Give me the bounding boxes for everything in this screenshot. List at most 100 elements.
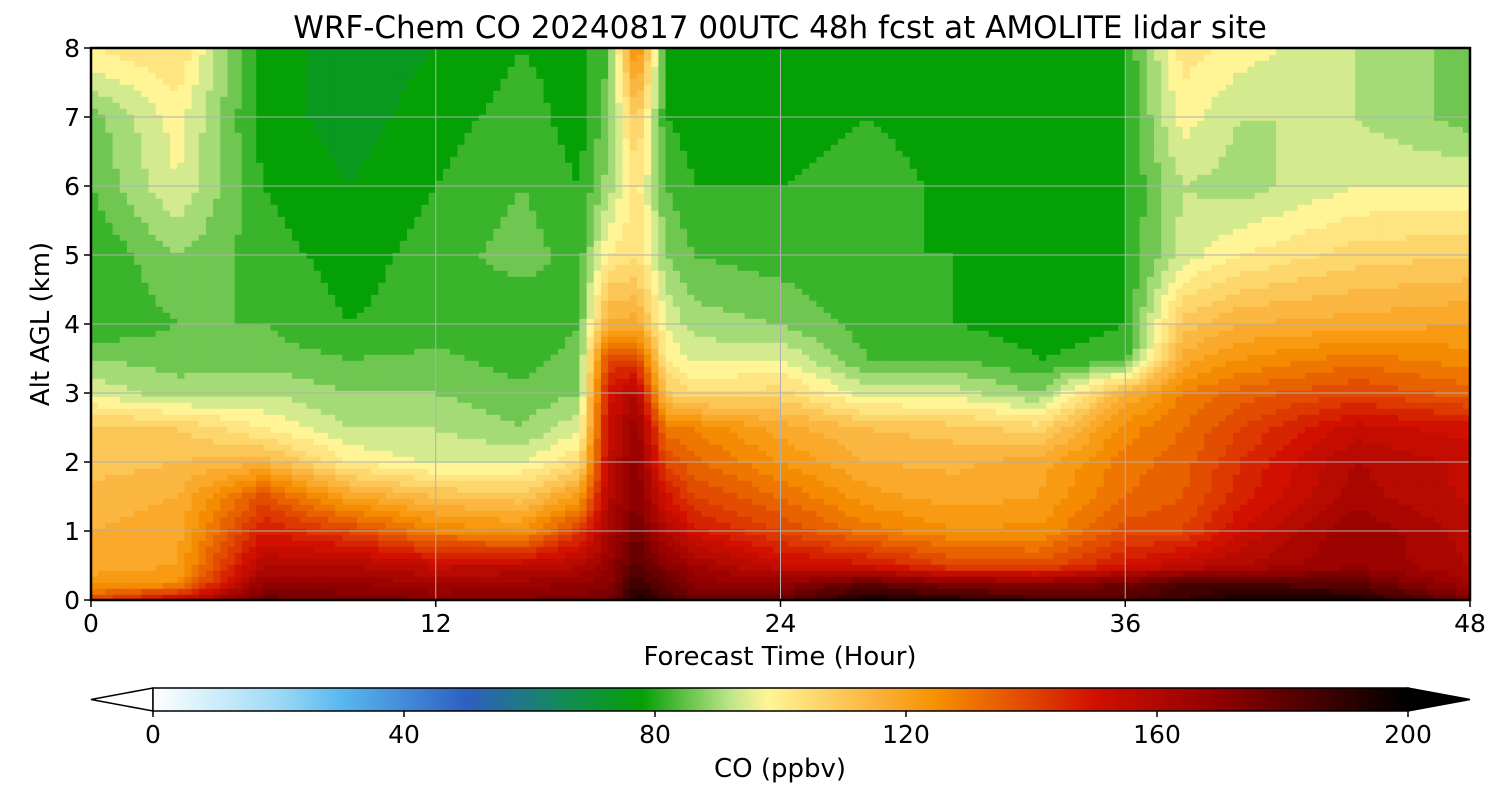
heatmap-cell	[1376, 498, 1385, 505]
heatmap-cell	[952, 498, 961, 505]
heatmap-cell	[1290, 480, 1299, 487]
heatmap-cell	[1039, 504, 1048, 511]
heatmap-cell	[112, 546, 121, 553]
heatmap-cell	[945, 516, 954, 523]
heatmap-cell	[780, 474, 789, 481]
heatmap-cell	[205, 510, 214, 517]
heatmap-cell	[493, 552, 502, 559]
heatmap-cell	[1118, 480, 1127, 487]
heatmap-cell	[493, 444, 502, 451]
heatmap-cell	[1161, 504, 1170, 511]
heatmap-cell	[241, 594, 250, 600]
heatmap-cell	[270, 576, 279, 583]
heatmap-cell	[249, 486, 257, 493]
heatmap-cell	[399, 594, 408, 600]
heatmap-cell	[1182, 468, 1191, 475]
heatmap-cell	[1125, 582, 1134, 589]
heatmap-cell	[859, 486, 868, 493]
heatmap-cell	[1412, 492, 1421, 499]
heatmap-cell	[1362, 570, 1371, 577]
heatmap-cell	[407, 492, 415, 499]
heatmap-cell	[1455, 564, 1464, 571]
heatmap-cell	[155, 558, 164, 565]
heatmap-cell	[126, 486, 135, 493]
heatmap-cell	[938, 582, 947, 589]
heatmap-cell	[1010, 456, 1019, 463]
heatmap-cell	[177, 444, 186, 451]
heatmap-cell	[787, 546, 796, 553]
heatmap-cell	[356, 510, 365, 517]
heatmap-cell	[141, 588, 150, 595]
heatmap-cell	[227, 450, 236, 457]
heatmap-cell	[586, 576, 595, 583]
heatmap-cell	[313, 558, 322, 565]
heatmap-cell	[1024, 468, 1033, 475]
heatmap-cell	[1175, 570, 1184, 577]
heatmap-cell	[1060, 474, 1069, 481]
heatmap-cell	[845, 456, 854, 463]
heatmap-cell	[1125, 594, 1134, 600]
heatmap-cell	[881, 570, 890, 577]
heatmap-cell	[177, 462, 186, 469]
heatmap-cell	[866, 516, 875, 523]
heatmap-cell	[1211, 540, 1220, 547]
heatmap-cell	[1455, 594, 1464, 600]
heatmap-cell	[687, 486, 696, 493]
heatmap-cell	[744, 468, 753, 475]
heatmap-cell	[909, 474, 918, 481]
heatmap-cell	[543, 504, 552, 511]
heatmap-cell	[270, 570, 279, 577]
heatmap-cell	[730, 480, 739, 487]
heatmap-cell	[1276, 486, 1285, 493]
heatmap-cell	[1383, 576, 1392, 583]
heatmap-cell	[730, 510, 739, 517]
heatmap-cell	[392, 576, 401, 583]
heatmap-cell	[105, 534, 114, 541]
heatmap-cell	[960, 462, 969, 469]
heatmap-cell	[270, 492, 279, 499]
heatmap-cell	[916, 450, 925, 457]
heatmap-cell	[974, 486, 983, 493]
heatmap-cell	[924, 450, 933, 457]
heatmap-cell	[155, 546, 164, 553]
heatmap-cell	[205, 492, 214, 499]
heatmap-cell	[873, 576, 882, 583]
heatmap-cell	[888, 450, 897, 457]
heatmap-cell	[514, 588, 523, 595]
heatmap-cell	[378, 492, 387, 499]
heatmap-cell	[967, 450, 976, 457]
heatmap-cell	[960, 498, 969, 505]
heatmap-cell	[1082, 450, 1091, 457]
heatmap-cell	[679, 450, 688, 457]
heatmap-cell	[1132, 504, 1141, 511]
heatmap-cell	[1132, 588, 1141, 595]
heatmap-cell	[1319, 504, 1328, 511]
heatmap-cell	[471, 546, 480, 553]
heatmap-cell	[155, 492, 164, 499]
heatmap-cell	[1448, 456, 1457, 463]
heatmap-cell	[1347, 510, 1356, 517]
heatmap-cell	[572, 450, 581, 457]
heatmap-cell	[931, 534, 940, 541]
heatmap-cell	[622, 522, 631, 529]
heatmap-cell	[1455, 456, 1464, 463]
heatmap-cell	[1067, 558, 1076, 565]
heatmap-cell	[112, 594, 121, 600]
heatmap-cell	[220, 492, 229, 499]
heatmap-cell	[557, 516, 566, 523]
heatmap-cell	[766, 516, 775, 523]
heatmap-cell	[1426, 522, 1435, 529]
heatmap-cell	[629, 534, 638, 541]
heatmap-cell	[363, 546, 372, 553]
heatmap-cell	[837, 510, 846, 517]
heatmap-cell	[1003, 576, 1012, 583]
heatmap-cell	[1405, 510, 1414, 517]
heatmap-cell	[1204, 462, 1213, 469]
heatmap-cell	[464, 522, 473, 529]
heatmap-cell	[895, 474, 904, 481]
heatmap-cell	[299, 540, 308, 547]
heatmap-cell	[1355, 564, 1364, 571]
heatmap-cell	[399, 558, 408, 565]
heatmap-cell	[507, 594, 516, 600]
heatmap-cell	[371, 492, 380, 499]
